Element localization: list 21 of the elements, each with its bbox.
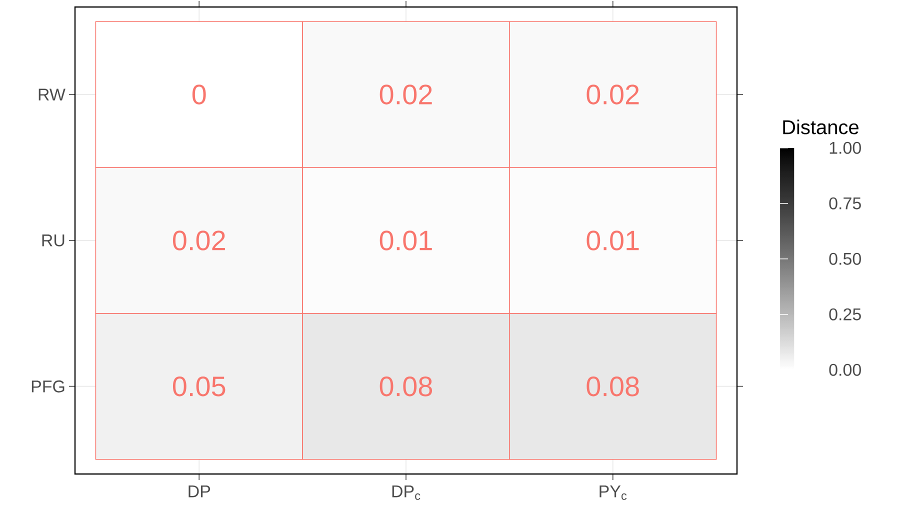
y-tick-label: RW (38, 88, 66, 100)
color-bar-label: 1.00 (830, 142, 861, 154)
x-tick-label: DP$_{c}$ (392, 486, 420, 500)
color-bar-label: 0.00 (829, 364, 861, 376)
x-tick-label: PY$_{c}$ (600, 486, 627, 500)
data-label: 0.08 (380, 376, 432, 396)
y-tick-label: PFG (32, 380, 64, 392)
color-bar-title: Distance (783, 120, 858, 134)
data-label: 0.08 (586, 376, 639, 396)
data-label: 0.01 (380, 230, 432, 250)
data-label: 0.02 (380, 84, 432, 104)
color-bar-label: 0.50 (829, 252, 861, 265)
data-label: 0 (192, 84, 206, 104)
data-label: 0.05 (172, 376, 226, 396)
data-label: 0.02 (172, 230, 225, 250)
data-label: 0.02 (586, 84, 639, 104)
color-bar-label: 0.25 (829, 308, 861, 320)
y-tick-label: RU (42, 234, 64, 246)
color-bar-label: 0.75 (829, 197, 861, 210)
x-tick-label: DP (188, 486, 210, 498)
data-label: 0.01 (586, 230, 639, 250)
